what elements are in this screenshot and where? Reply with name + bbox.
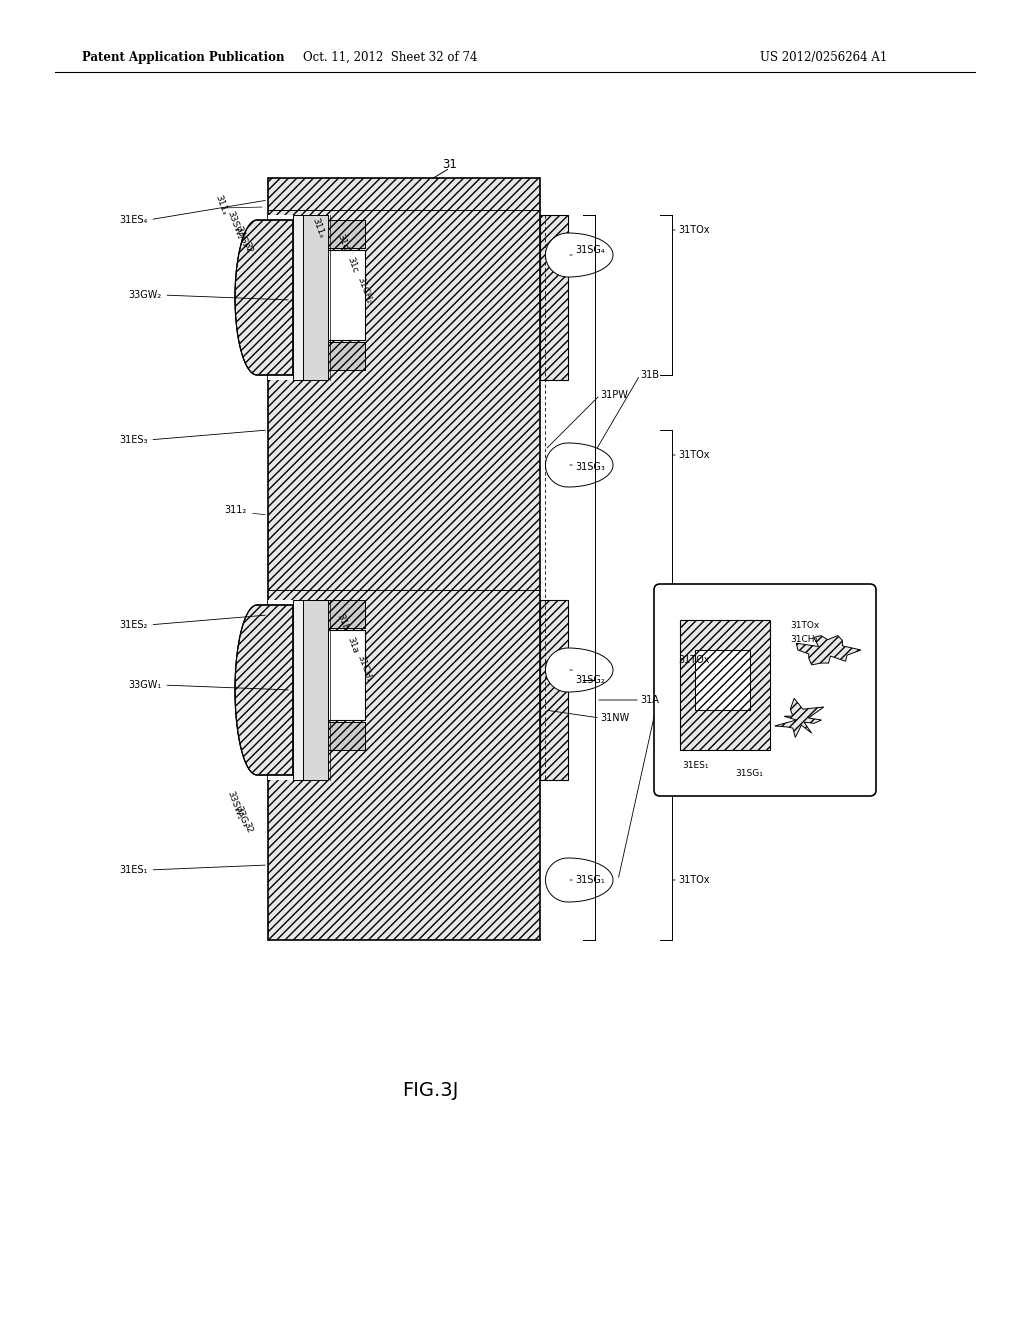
Bar — [293, 215, 303, 380]
Text: 33SW₂: 33SW₂ — [225, 210, 244, 240]
Polygon shape — [546, 234, 613, 277]
Text: 31CH₁: 31CH₁ — [790, 635, 818, 644]
Bar — [293, 601, 303, 780]
Bar — [315, 601, 365, 628]
Text: 31TOx: 31TOx — [790, 620, 819, 630]
Text: 311ₐ: 311ₐ — [310, 216, 326, 239]
Text: 31ES₁: 31ES₁ — [682, 760, 709, 770]
Text: 31b: 31b — [335, 612, 349, 632]
Text: 311₂: 311₂ — [224, 506, 247, 515]
Bar — [315, 630, 365, 719]
Text: 31NW: 31NW — [600, 713, 630, 723]
Text: 31SG₃: 31SG₃ — [575, 462, 605, 473]
Bar — [315, 342, 365, 370]
Bar — [303, 601, 328, 780]
Text: 31: 31 — [442, 158, 458, 172]
Bar — [540, 601, 568, 780]
Text: 31CH₂: 31CH₂ — [355, 276, 373, 305]
Polygon shape — [775, 698, 824, 738]
Bar — [315, 220, 365, 248]
Text: 31SG₄: 31SG₄ — [575, 246, 605, 255]
Text: 31TOx: 31TOx — [678, 655, 710, 665]
Text: 31d: 31d — [335, 232, 349, 252]
Text: 31TOx: 31TOx — [678, 450, 710, 459]
Polygon shape — [546, 444, 613, 487]
Text: US 2012/0256264 A1: US 2012/0256264 A1 — [760, 50, 887, 63]
Text: 33SW₁: 33SW₁ — [225, 789, 244, 821]
Text: 33G₂: 33G₂ — [233, 226, 249, 249]
Text: 31SG₂: 31SG₂ — [575, 675, 605, 685]
Bar — [268, 601, 293, 780]
Text: 33GW₂: 33GW₂ — [129, 290, 162, 300]
Text: 31SG₁: 31SG₁ — [735, 768, 763, 777]
Text: FIG.3J: FIG.3J — [401, 1081, 458, 1100]
Bar — [695, 649, 750, 710]
Text: 31CH₁: 31CH₁ — [355, 653, 373, 682]
Polygon shape — [546, 648, 613, 692]
Bar — [315, 722, 365, 750]
Text: 33GW₁: 33GW₁ — [129, 680, 162, 690]
Text: 31ES₁: 31ES₁ — [120, 865, 148, 875]
Text: 31c: 31c — [345, 256, 359, 275]
Text: 31TOx: 31TOx — [678, 875, 710, 884]
Text: 31ES₄: 31ES₄ — [120, 215, 148, 224]
Bar — [695, 649, 750, 710]
Text: 31A: 31A — [640, 696, 658, 705]
Text: 33G₁: 33G₁ — [233, 805, 249, 829]
Text: 31a: 31a — [345, 635, 359, 655]
Bar — [315, 249, 365, 341]
Text: 31PW: 31PW — [600, 389, 628, 400]
FancyBboxPatch shape — [654, 583, 876, 796]
Text: 31TOx: 31TOx — [678, 224, 710, 235]
Text: Patent Application Publication: Patent Application Publication — [82, 50, 285, 63]
Polygon shape — [234, 605, 293, 775]
Text: 32: 32 — [241, 820, 253, 834]
Bar — [268, 178, 540, 940]
Bar — [540, 215, 568, 380]
Text: Oct. 11, 2012  Sheet 32 of 74: Oct. 11, 2012 Sheet 32 of 74 — [303, 50, 477, 63]
Bar — [268, 215, 293, 380]
Bar — [680, 620, 770, 750]
Text: 32: 32 — [241, 240, 253, 253]
Text: 311ₐ: 311ₐ — [213, 194, 228, 216]
Polygon shape — [797, 635, 861, 665]
Text: 31ES₂: 31ES₂ — [120, 620, 148, 630]
Text: 31ES₃: 31ES₃ — [120, 436, 148, 445]
Bar — [303, 215, 328, 380]
Text: 31SG₁: 31SG₁ — [575, 875, 605, 884]
Text: 31B: 31B — [640, 370, 659, 380]
Polygon shape — [234, 220, 293, 375]
Polygon shape — [546, 858, 613, 902]
